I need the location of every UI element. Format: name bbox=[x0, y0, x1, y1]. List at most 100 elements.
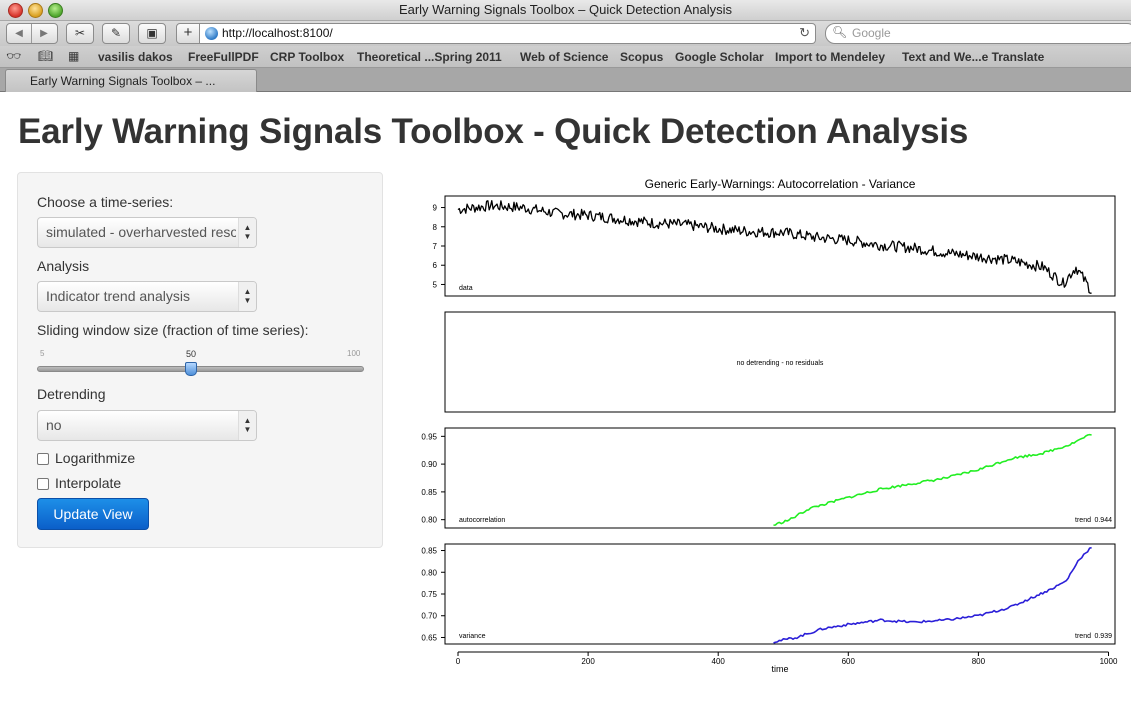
slider-max-label: 100 bbox=[347, 349, 361, 358]
page-title: Early Warning Signals Toolbox - Quick De… bbox=[18, 112, 969, 151]
panel-frame bbox=[444, 543, 1116, 645]
tab-bar: Early Warning Signals Toolbox – ... bbox=[0, 68, 1131, 92]
series-select-value: simulated - overharvested resource bbox=[46, 224, 236, 240]
y-tick-label: 0.75 bbox=[421, 590, 437, 599]
bookmark-item[interactable]: Scopus bbox=[620, 50, 664, 64]
select-arrows-icon: ▲ ▼ bbox=[238, 411, 256, 440]
trend-value: 0.939 bbox=[1094, 633, 1112, 640]
x-tick-label: 200 bbox=[581, 657, 595, 666]
detrending-select-value: no bbox=[46, 417, 62, 433]
camera-icon: ▣ bbox=[146, 26, 158, 40]
back-button[interactable]: ◀ bbox=[7, 24, 32, 43]
y-tick-label: 8 bbox=[433, 223, 438, 232]
slider-min-label: 5 bbox=[40, 349, 45, 358]
bookmark-item[interactable]: Text and We...e Translate bbox=[902, 50, 1045, 64]
bookmark-item[interactable]: Theoretical ...Spring 2011 bbox=[357, 50, 502, 64]
window-size-slider-handle[interactable] bbox=[184, 362, 197, 376]
bookmarks-book-icon[interactable]: 📖︎ bbox=[38, 49, 54, 63]
tab-active[interactable]: Early Warning Signals Toolbox – ... bbox=[5, 69, 257, 92]
series-label: Choose a time-series: bbox=[37, 194, 174, 210]
close-window-icon[interactable] bbox=[8, 3, 23, 18]
analysis-select-value: Indicator trend analysis bbox=[46, 288, 190, 304]
y-tick-label: 5 bbox=[433, 280, 438, 289]
window-size-slider-track[interactable] bbox=[37, 366, 364, 372]
series-select[interactable]: simulated - overharvested resource ▲▼ bbox=[37, 217, 257, 248]
search-placeholder: Google bbox=[852, 26, 891, 40]
plus-icon: + bbox=[183, 24, 193, 41]
x-tick-label: 400 bbox=[712, 657, 726, 666]
trend-value: 0.944 bbox=[1094, 517, 1112, 524]
snippet-button[interactable]: ✂ bbox=[66, 23, 94, 44]
trend-label: trend bbox=[1075, 633, 1091, 640]
y-tick-label: 0.90 bbox=[421, 460, 437, 469]
detrending-label: Detrending bbox=[37, 386, 106, 402]
bookmark-item[interactable]: Web of Science bbox=[520, 50, 609, 64]
minimize-window-icon[interactable] bbox=[28, 3, 43, 18]
top-sites-grid-icon[interactable]: ▦ bbox=[68, 49, 80, 63]
zoom-window-icon[interactable] bbox=[48, 3, 63, 18]
pencil-icon: ✎ bbox=[110, 26, 122, 40]
tab-label: Early Warning Signals Toolbox – ... bbox=[30, 74, 216, 88]
update-view-button[interactable]: Update View bbox=[37, 498, 149, 530]
search-field[interactable]: 🔍︎ Google bbox=[825, 23, 1131, 44]
y-tick-label: 6 bbox=[433, 261, 438, 270]
trend-label: trend bbox=[1075, 517, 1091, 524]
data-series-line bbox=[457, 200, 1092, 294]
bookmark-item[interactable]: FreeFullPDF bbox=[188, 50, 259, 64]
interpolate-label: Interpolate bbox=[55, 475, 122, 491]
window-size-label: Sliding window size (fraction of time se… bbox=[37, 322, 309, 338]
y-tick-label: 0.85 bbox=[421, 547, 437, 556]
x-tick-label: 600 bbox=[842, 657, 856, 666]
reading-list-icon[interactable]: 👓︎ bbox=[6, 49, 22, 63]
control-panel: Choose a time-series: simulated - overha… bbox=[17, 172, 383, 548]
y-tick-label: 0.65 bbox=[421, 633, 437, 642]
bookmark-item[interactable]: Google Scholar bbox=[675, 50, 764, 64]
address-bar[interactable]: http://localhost:8100/ ↻ bbox=[200, 23, 816, 44]
x-tick-label: 1000 bbox=[1100, 657, 1118, 666]
window-title-bar: Early Warning Signals Toolbox – Quick De… bbox=[0, 0, 1131, 21]
y-tick-label: 0.70 bbox=[421, 612, 437, 621]
browser-toolbar: ◀ ▶ ✂ ✎ ▣ + http://localhost:8100/ ↻ 🔍︎ … bbox=[0, 21, 1131, 46]
select-arrows-icon: ▲ ▼ bbox=[238, 282, 256, 311]
panel-frame bbox=[444, 311, 1116, 413]
x-tick-label: 800 bbox=[972, 657, 986, 666]
y-tick-label: 0.95 bbox=[421, 432, 437, 441]
bookmark-item[interactable]: vasilis dakos bbox=[98, 50, 173, 64]
detrending-select[interactable]: no ▲ ▼ bbox=[37, 410, 257, 441]
forward-button[interactable]: ▶ bbox=[32, 24, 56, 43]
autocorrelation-series-line bbox=[773, 433, 1092, 526]
panel-annotation: no detrending - no residuals bbox=[737, 360, 824, 367]
scissors-icon: ✂ bbox=[74, 26, 86, 40]
panel-frame bbox=[444, 427, 1116, 529]
nav-buttons: ◀ ▶ bbox=[6, 23, 58, 44]
panel-label: variance bbox=[459, 633, 486, 640]
select-arrows-icon: ▲ ▼ bbox=[238, 218, 256, 247]
panel-label: data bbox=[459, 285, 473, 292]
panel-label: autocorrelation bbox=[459, 517, 505, 524]
logarithmize-checkbox[interactable] bbox=[37, 453, 49, 465]
logarithmize-label: Logarithmize bbox=[55, 450, 136, 466]
reload-icon[interactable]: ↻ bbox=[799, 25, 810, 40]
capture-button[interactable]: ▣ bbox=[138, 23, 166, 44]
y-tick-label: 7 bbox=[433, 242, 438, 251]
edit-button[interactable]: ✎ bbox=[102, 23, 130, 44]
analysis-select[interactable]: Indicator trend analysis ▲ ▼ bbox=[37, 281, 257, 312]
globe-icon bbox=[205, 27, 218, 40]
bookmark-item[interactable]: Import to Mendeley bbox=[775, 50, 886, 64]
search-icon: 🔍︎ bbox=[832, 25, 848, 39]
back-arrow-icon: ◀ bbox=[15, 28, 23, 39]
chart-title: Generic Early-Warnings: Autocorrelation … bbox=[645, 177, 916, 191]
url-text[interactable]: http://localhost:8100/ bbox=[222, 26, 333, 40]
y-tick-label: 9 bbox=[433, 204, 438, 213]
window-title: Early Warning Signals Toolbox – Quick De… bbox=[398, 2, 733, 17]
y-tick-label: 0.85 bbox=[421, 488, 437, 497]
slider-value-label: 50 bbox=[186, 349, 197, 359]
y-tick-label: 0.80 bbox=[421, 568, 437, 577]
forward-arrow-icon: ▶ bbox=[40, 28, 48, 39]
bookmarks-bar: 👓︎ 📖︎ ▦ vasilis dakos FreeFullPDF CRP To… bbox=[0, 46, 1131, 68]
interpolate-checkbox[interactable] bbox=[37, 478, 49, 490]
bookmark-item[interactable]: CRP Toolbox bbox=[270, 50, 345, 64]
x-tick-label: 0 bbox=[456, 657, 461, 666]
add-bookmark-button[interactable]: + bbox=[176, 23, 200, 44]
analysis-label: Analysis bbox=[37, 258, 90, 274]
